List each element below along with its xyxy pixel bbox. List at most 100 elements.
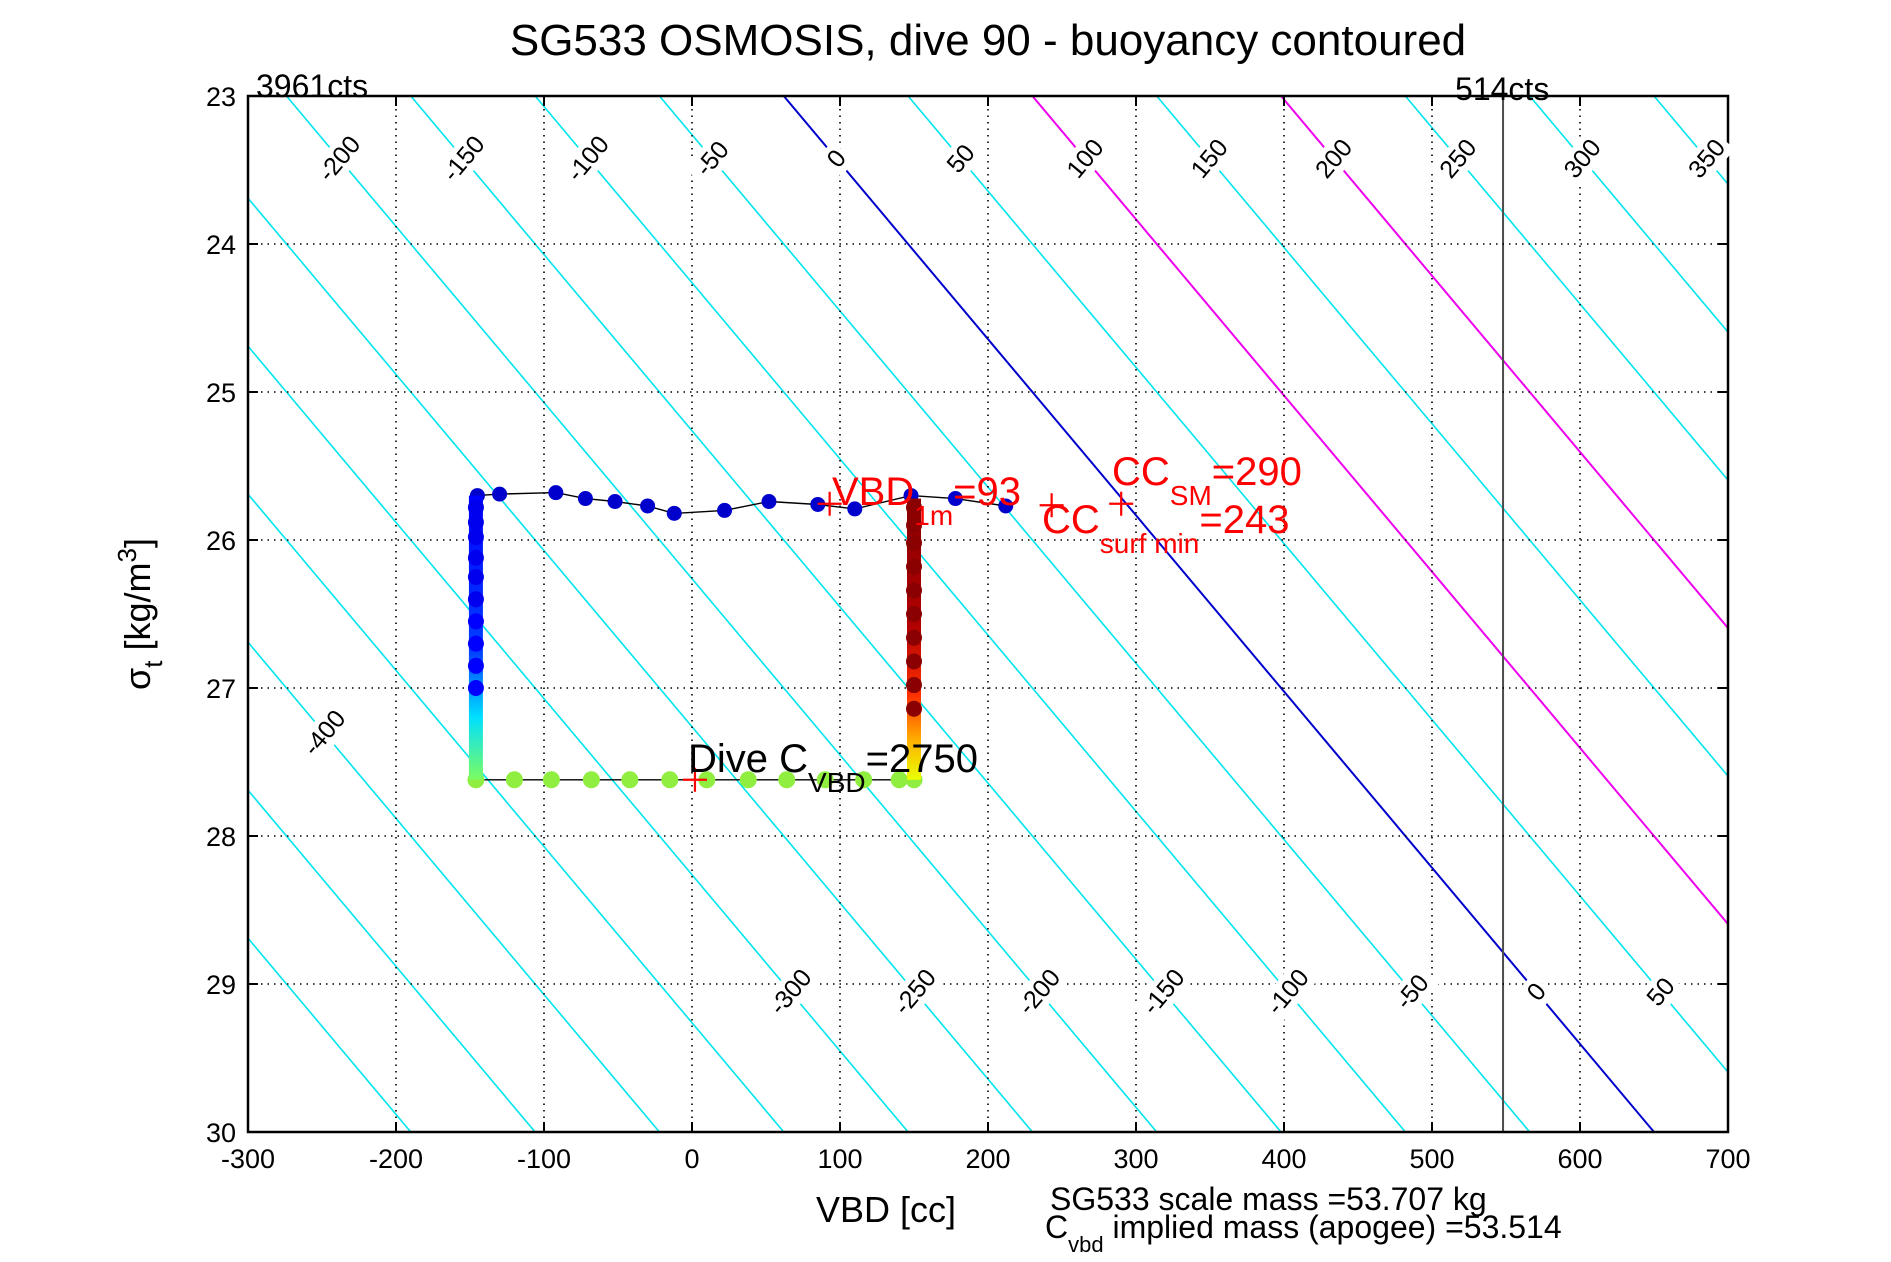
x-tick-label: 600	[1557, 1144, 1602, 1174]
descent-data-point	[467, 635, 484, 652]
ascent-data-point	[906, 629, 922, 646]
x-tick-label: -100	[517, 1144, 571, 1174]
chart-title: SG533 OSMOSIS, dive 90 - buoyancy contou…	[510, 16, 1466, 65]
contour-line--400	[248, 640, 661, 1132]
contour-label-backing	[1306, 129, 1362, 188]
y-tick-label: 27	[206, 674, 236, 704]
data-point-surface-drift-top	[607, 494, 623, 510]
x-tick-label: 700	[1705, 1144, 1750, 1174]
descent-data-point	[467, 529, 484, 546]
y-axis-unit: [kg/m	[117, 563, 158, 661]
ascent-data-point	[906, 558, 922, 575]
contour-label-backing	[818, 141, 855, 177]
contour-line-250	[1404, 96, 1728, 482]
ascent-data-point	[906, 700, 922, 717]
contour-line-50	[907, 96, 1728, 1074]
contour-line-100	[1031, 96, 1728, 926]
y-axis-sigma: σ	[117, 668, 158, 690]
contour-line--50	[658, 96, 1531, 1132]
contour-label-backing	[684, 129, 741, 188]
contour-line-300	[1529, 96, 1728, 334]
x-tick-label: 300	[1113, 1144, 1158, 1174]
cc-surf-prefix: CC	[1042, 498, 1100, 542]
contour-line-150	[1156, 96, 1728, 778]
x-tick-label: 100	[817, 1144, 862, 1174]
dive-trajectory-traces	[467, 485, 1014, 789]
x-tick-label: -300	[221, 1144, 275, 1174]
y-axis-label: σt [kg/m3]	[112, 538, 168, 690]
contour-label-backing	[1181, 129, 1238, 188]
y-axis-label-group: σt [kg/m3]	[112, 538, 168, 690]
footer-implied-rest: implied mass (apogee) =53.514	[1104, 1209, 1562, 1245]
contour-line--450	[248, 788, 536, 1132]
contour-label--100: -100	[555, 123, 621, 194]
y-tick-label: 30	[206, 1118, 236, 1148]
descent-data-point	[467, 657, 484, 674]
data-point-bottom-traverse	[582, 771, 600, 789]
data-point-bottom-traverse	[855, 771, 873, 789]
data-point-surface-drift-top	[847, 501, 863, 517]
contour-label-backing	[1554, 129, 1611, 188]
descent-data-point	[467, 549, 484, 566]
ascent-data-point	[906, 499, 922, 516]
data-point-bottom-traverse	[621, 771, 639, 789]
contour-line--100	[534, 96, 1406, 1132]
vbd-label-value: =93	[953, 470, 1021, 514]
ascent-data-point	[906, 653, 922, 670]
data-point-bottom-traverse	[739, 771, 757, 789]
cc-surf-subscript: surf min	[1100, 528, 1200, 559]
x-tick-label: 0	[684, 1144, 699, 1174]
ascent-data-point	[906, 534, 922, 551]
dive-label-value: =2750	[866, 737, 978, 781]
y-tick-label: 25	[206, 378, 236, 408]
data-point-surface-drift-top	[666, 505, 682, 521]
descent-data-point	[467, 613, 484, 630]
ascent-data-point	[906, 606, 922, 622]
contour-line--250	[248, 196, 1034, 1132]
descent-data-point	[467, 569, 484, 585]
contour-label-backing	[882, 957, 948, 1027]
data-point-surface-drift-top	[717, 502, 733, 518]
x-tick-label: 200	[965, 1144, 1010, 1174]
footer-implied-prefix: C	[1045, 1209, 1068, 1245]
data-point-bottom-traverse	[778, 771, 796, 789]
data-point-bottom-traverse	[816, 771, 834, 789]
contour-label-backing	[1384, 962, 1441, 1022]
x-axis-label: VBD [cc]	[816, 1189, 956, 1230]
vbd-1m-annotation: VBD1m=93	[832, 470, 1021, 531]
contour-label-backing	[1130, 957, 1197, 1027]
dive-cvbd-annotation: Dive CVBD=2750	[688, 737, 978, 798]
y-tick-label: 29	[206, 970, 236, 1000]
contour-line--350	[248, 492, 785, 1132]
dive-label-subscript: VBD	[808, 767, 866, 798]
data-point-bottom-traverse	[661, 771, 679, 789]
data-point-surface-drift-top	[947, 491, 963, 507]
descent-data-point	[467, 514, 484, 531]
x-tick-label: -200	[369, 1144, 423, 1174]
contour-line--150	[410, 96, 1282, 1132]
buoyancy-contour-lines	[248, 96, 1728, 1132]
data-point-surface-drift-top	[761, 494, 777, 510]
footer-implied-mass: Cvbd implied mass (apogee) =53.514	[1045, 1209, 1562, 1257]
contour-label-backing	[1518, 974, 1555, 1010]
right-counts-label: 514cts	[1455, 71, 1549, 107]
contour-label-backing	[1637, 968, 1685, 1016]
contour-label-backing	[937, 135, 985, 183]
contour-label-backing	[306, 123, 373, 194]
y-tick-label: 26	[206, 526, 236, 556]
data-point-surface-drift-top	[548, 485, 564, 501]
vbd-label-subscript: 1m	[914, 500, 953, 531]
reference-markers	[682, 491, 1134, 792]
data-point-surface-drift-top	[492, 486, 508, 502]
cc-sm-prefix: CC	[1112, 450, 1170, 494]
contour-line-200	[1280, 96, 1728, 630]
contour-line-0	[782, 96, 1655, 1132]
left-counts-label: 3961cts	[256, 68, 368, 104]
contour-label-backing	[1057, 129, 1114, 188]
y-axis-exponent: 3	[112, 548, 142, 562]
footer-scale-mass: SG533 scale mass =53.707 kg	[1050, 1181, 1487, 1217]
dive-label-prefix: Dive C	[688, 737, 808, 781]
